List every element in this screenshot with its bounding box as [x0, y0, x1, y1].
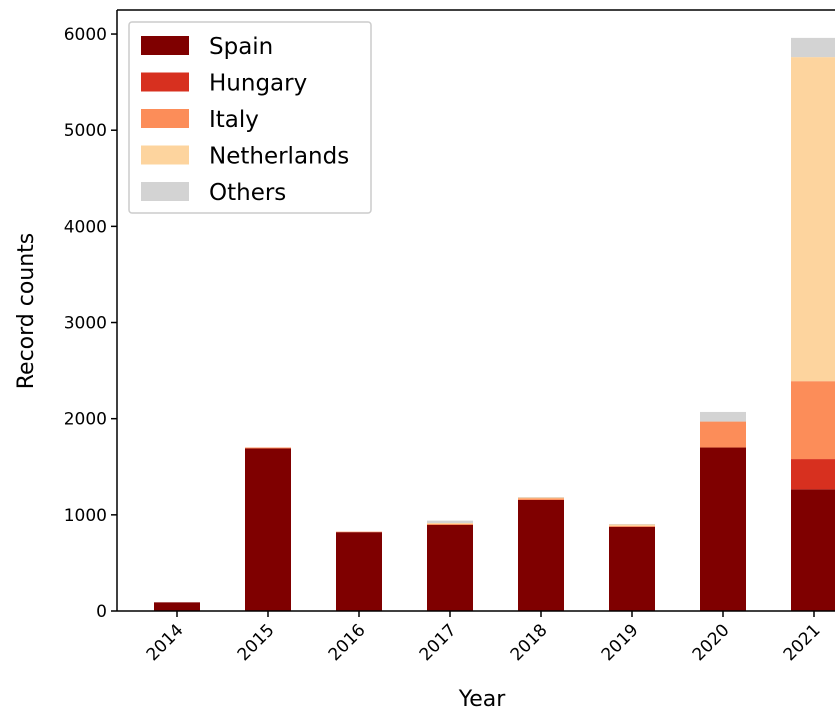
x-tick-label: 2020: [689, 620, 734, 665]
bar-italy-2017: [427, 523, 473, 525]
legend-swatch-netherlands: [141, 145, 189, 165]
bar-italy-2021: [791, 381, 835, 460]
y-tick-label: 3000: [64, 314, 107, 334]
bar-others-2018: [518, 497, 564, 498]
y-tick-label: 0: [96, 602, 107, 622]
bar-netherlands-2017: [427, 523, 473, 524]
bar-netherlands-2021: [791, 57, 835, 382]
bar-others-2021: [791, 37, 835, 58]
x-tick-label: 2021: [780, 620, 825, 665]
y-tick-label: 5000: [64, 121, 107, 141]
legend-label-netherlands: Netherlands: [209, 144, 349, 170]
y-tick-label: 2000: [64, 410, 107, 430]
x-tick-label: 2019: [598, 620, 643, 665]
y-tick-label: 6000: [64, 25, 107, 45]
bar-italy-2020: [700, 421, 746, 448]
y-tick-label: 4000: [64, 217, 107, 237]
bar-hungary-2021: [791, 459, 835, 490]
bar-spain-2020: [700, 447, 746, 611]
x-tick-label: 2014: [143, 620, 188, 665]
bar-italy-2019: [609, 525, 655, 527]
legend: Spain Hungary Italy Netherlands Others: [128, 21, 372, 214]
bar-spain-2017: [427, 524, 473, 611]
x-axis-title: Year: [458, 687, 507, 712]
bar-others-2019: [609, 523, 655, 525]
legend-label-spain: Spain: [209, 34, 273, 60]
bar-netherlands-2019: [609, 524, 655, 526]
x-tick-label: 2018: [507, 620, 552, 665]
x-tick-label: 2016: [325, 620, 370, 665]
bar-spain-2019: [609, 526, 655, 611]
x-tick-label: 2017: [416, 620, 461, 665]
y-ticks: 0 1000 2000 3000 4000 5000 6000: [64, 25, 117, 622]
bar-spain-2015: [245, 448, 291, 611]
bars-layer: [154, 37, 835, 611]
legend-swatch-others: [141, 182, 189, 201]
bar-others-2020: [700, 411, 746, 422]
bar-spain-2016: [336, 532, 382, 611]
bar-spain-2014: [154, 602, 200, 611]
bar-italy-2016: [336, 531, 382, 533]
legend-label-others: Others: [209, 180, 286, 206]
bar-netherlands-2018: [518, 497, 564, 499]
legend-label-hungary: Hungary: [209, 71, 307, 97]
legend-frame: [128, 21, 372, 214]
bar-italy-2018: [518, 498, 564, 500]
y-axis-title: Record counts: [14, 233, 39, 390]
axes-layer: [116, 9, 835, 612]
legend-swatch-hungary: [141, 72, 189, 92]
bar-others-2017: [427, 520, 473, 524]
legend-label-italy: Italy: [209, 107, 259, 133]
bar-italy-2015: [245, 447, 291, 449]
x-tick-label: 2015: [234, 620, 279, 665]
legend-swatch-spain: [141, 36, 189, 55]
bar-spain-2018: [518, 499, 564, 611]
x-ticks: 2014 2015 2016 2017 2018 2019 2020 2021: [143, 611, 825, 665]
y-tick-label: 1000: [64, 506, 107, 526]
bar-spain-2021: [791, 489, 835, 611]
legend-swatch-italy: [141, 109, 189, 128]
